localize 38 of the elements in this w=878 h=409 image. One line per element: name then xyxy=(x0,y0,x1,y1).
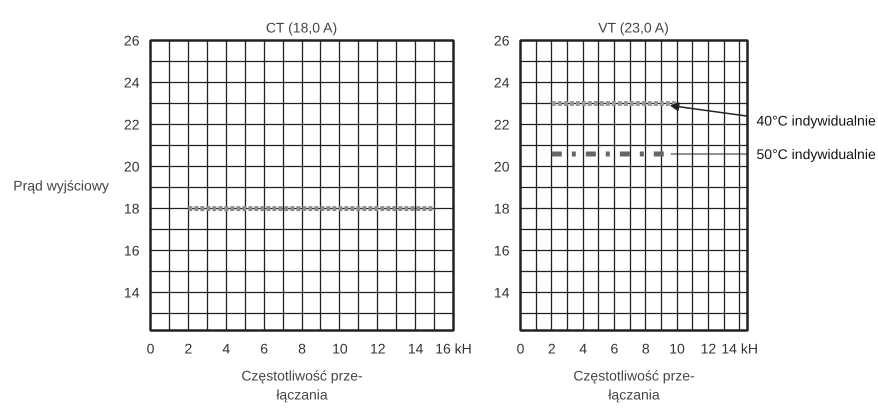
x-axis-title: Częstotliwość prze- łączania xyxy=(241,368,364,403)
x-tick-label: 6 xyxy=(610,340,619,356)
y-tick-label: 16 xyxy=(494,242,510,259)
x-tick-label: 2 xyxy=(184,340,192,356)
y-tick-label: 20 xyxy=(124,158,140,175)
y-tick-label: 18 xyxy=(494,200,510,217)
x-tick-label: 0 xyxy=(516,340,525,356)
y-axis-title: Prąd wyjściowy xyxy=(13,178,109,194)
y-tick-label: 18 xyxy=(124,200,140,217)
text: 50°C indywidualnie xyxy=(756,146,876,162)
x-tick-label: 14 kH xyxy=(721,340,758,356)
x-tick-label: 4 xyxy=(222,340,230,356)
x-axis-title: Częstotliwość prze- łączania xyxy=(573,368,696,403)
x-tick-label: 2 xyxy=(548,340,556,356)
y-tick-label: 14 xyxy=(124,284,140,301)
y-tick-label: 20 xyxy=(494,158,510,175)
x-tick-label: 10 xyxy=(332,340,348,356)
x-tick-label: 16 kH xyxy=(435,340,472,356)
x-tick-label: 0 xyxy=(146,340,155,356)
text: 40°C indywidualnie xyxy=(756,112,876,128)
chart-title: CT (18,0 A) xyxy=(266,20,338,36)
x-tick-label: 10 xyxy=(669,340,686,356)
y-tick-label: 22 xyxy=(124,116,140,133)
y-tick-label: 26 xyxy=(124,32,140,48)
y-tick-label: 16 xyxy=(124,242,140,259)
chart-title: VT (23,0 A) xyxy=(598,20,669,36)
x-tick-label: 6 xyxy=(260,340,268,356)
x-tick-label: 12 xyxy=(370,340,386,356)
y-tick-label: 24 xyxy=(494,74,510,91)
y-tick-label: 22 xyxy=(494,116,510,133)
x-tick-label: 8 xyxy=(642,340,650,356)
y-tick-label: 14 xyxy=(494,284,510,301)
x-tick-label: 8 xyxy=(298,340,306,356)
y-tick-label: 24 xyxy=(124,74,140,91)
x-tick-label: 14 xyxy=(408,340,424,356)
y-tick-label: 26 xyxy=(494,32,510,48)
x-tick-label: 12 xyxy=(700,340,716,356)
x-tick-label: 4 xyxy=(579,340,588,356)
